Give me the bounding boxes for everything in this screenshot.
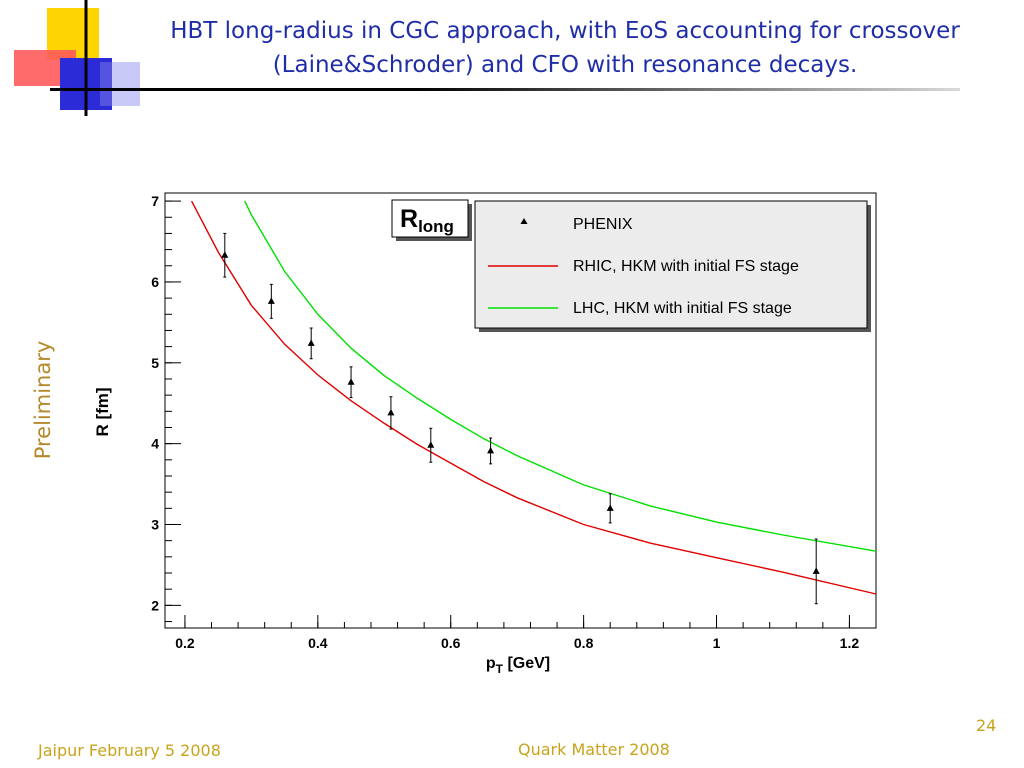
x-tick-label: 0.2 [175, 635, 195, 651]
x-axis-label-unit: [GeV] [503, 655, 550, 672]
y-tick-label: 4 [151, 436, 159, 452]
data-point [221, 251, 229, 258]
legend-box [474, 200, 868, 329]
data-point [387, 408, 395, 416]
slide-title: HBT long-radius in CGC approach, with Eo… [170, 18, 960, 78]
data-point [487, 446, 495, 454]
decorative-squares-logo [14, 0, 140, 116]
legend-label: PHENIX [573, 216, 633, 233]
data-point [347, 378, 355, 385]
x-tick-label: 0.8 [574, 635, 594, 651]
x-tick-label: 0.6 [441, 635, 461, 651]
footer-conference: Quark Matter 2008 [518, 740, 670, 759]
phenix-points [221, 232, 820, 605]
panel-label-sub: long [418, 217, 454, 236]
y-axis-label: R [fm] [93, 387, 112, 436]
x-tick-label: 1.2 [840, 635, 860, 651]
data-point [427, 441, 435, 448]
legend: PHENIX RHIC, HKM with initial FS stage LHC… [488, 216, 799, 317]
y-tick-label: 3 [151, 517, 159, 533]
x-axis-label-sub: T [496, 662, 504, 676]
panel-label-box [391, 199, 469, 238]
series-line-lhc [244, 200, 877, 552]
x-axis-label: pT [GeV] [486, 655, 550, 676]
page-number: 24 [976, 716, 997, 735]
y-tick-label: 7 [151, 193, 159, 209]
data-point [267, 297, 275, 304]
legend-label: LHC, HKM with initial FS stage [573, 300, 792, 317]
y-tick-label: 2 [151, 597, 159, 613]
title-divider [50, 88, 960, 91]
footer-location-date: Jaipur February 5 2008 [38, 741, 221, 760]
y-tick-label: 5 [151, 355, 159, 371]
y-tick-label: 6 [151, 274, 159, 290]
axis-ticks [165, 200, 877, 628]
logo-blue-fade [100, 62, 140, 106]
x-tick-label: 1 [713, 635, 721, 651]
legend-marker-phenix [520, 218, 528, 224]
axis-tick-labels: 0.2 0.4 0.6 0.8 1 1.2 2 3 4 5 6 7 [151, 193, 859, 651]
panel-label-main: R [400, 205, 418, 233]
data-point [307, 339, 315, 346]
panel-label: Rlong [400, 205, 454, 236]
model-curves [190, 200, 877, 595]
data-point [606, 504, 614, 511]
x-tick-label: 0.4 [308, 635, 328, 651]
series-line-rhic [190, 200, 877, 595]
legend-label: RHIC, HKM with initial FS stage [573, 258, 799, 275]
data-point [812, 567, 820, 574]
x-axis-label-main: p [486, 655, 496, 672]
